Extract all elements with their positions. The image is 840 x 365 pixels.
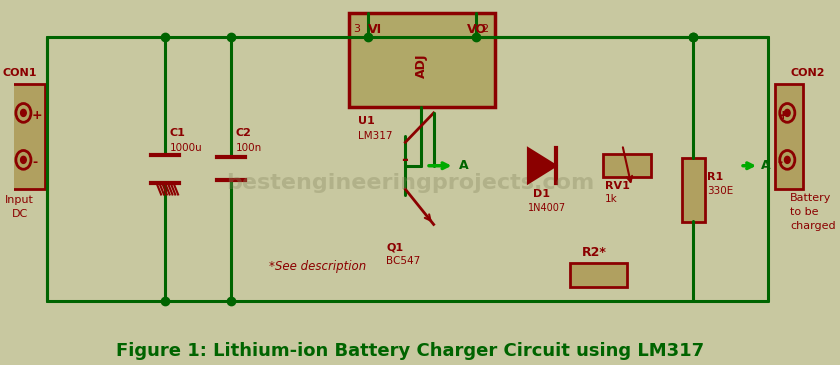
- Text: charged: charged: [790, 221, 836, 231]
- Text: CON1: CON1: [3, 68, 37, 78]
- FancyBboxPatch shape: [11, 84, 45, 189]
- Text: VI: VI: [368, 23, 381, 35]
- Text: D1: D1: [533, 189, 549, 199]
- Text: -: -: [401, 151, 407, 169]
- Text: 1k: 1k: [606, 194, 618, 204]
- FancyBboxPatch shape: [603, 154, 650, 177]
- Text: -: -: [32, 156, 37, 169]
- Text: C2: C2: [235, 128, 251, 138]
- Circle shape: [21, 156, 26, 164]
- Text: ADJ: ADJ: [415, 54, 428, 78]
- Text: R2*: R2*: [581, 246, 606, 258]
- Circle shape: [785, 156, 790, 164]
- FancyBboxPatch shape: [349, 13, 495, 107]
- Text: U1: U1: [358, 116, 375, 126]
- Text: A: A: [459, 159, 469, 172]
- Text: 3: 3: [353, 24, 360, 34]
- FancyBboxPatch shape: [775, 84, 803, 189]
- Text: BC547: BC547: [386, 256, 421, 266]
- Text: R1: R1: [707, 172, 723, 182]
- Text: DC: DC: [12, 209, 28, 219]
- Text: RV1: RV1: [606, 181, 630, 191]
- Polygon shape: [528, 148, 556, 183]
- Text: 1N4007: 1N4007: [528, 203, 566, 213]
- FancyBboxPatch shape: [682, 158, 706, 222]
- Text: bestengineeringprojects.com: bestengineeringprojects.com: [226, 173, 594, 193]
- Text: *See description: *See description: [269, 260, 366, 273]
- Circle shape: [785, 110, 790, 116]
- Circle shape: [21, 110, 26, 116]
- FancyBboxPatch shape: [570, 263, 627, 287]
- Text: 100n: 100n: [235, 143, 262, 153]
- Text: CON2: CON2: [790, 68, 825, 78]
- Text: -: -: [778, 156, 783, 169]
- Text: Input: Input: [5, 195, 34, 205]
- Text: VO: VO: [467, 23, 486, 35]
- Text: 2: 2: [480, 24, 488, 34]
- Text: C1: C1: [170, 128, 186, 138]
- Text: LM317: LM317: [358, 131, 393, 141]
- Text: 330E: 330E: [707, 186, 733, 196]
- Text: Figure 1: Lithium-ion Battery Charger Circuit using LM317: Figure 1: Lithium-ion Battery Charger Ci…: [116, 342, 704, 360]
- Text: 1000u: 1000u: [170, 143, 202, 153]
- Text: Q1: Q1: [386, 242, 404, 252]
- Text: +: +: [32, 109, 43, 122]
- Text: A: A: [761, 159, 770, 172]
- Text: to be: to be: [790, 207, 819, 217]
- Text: +: +: [778, 109, 789, 122]
- Text: Battery: Battery: [790, 193, 832, 203]
